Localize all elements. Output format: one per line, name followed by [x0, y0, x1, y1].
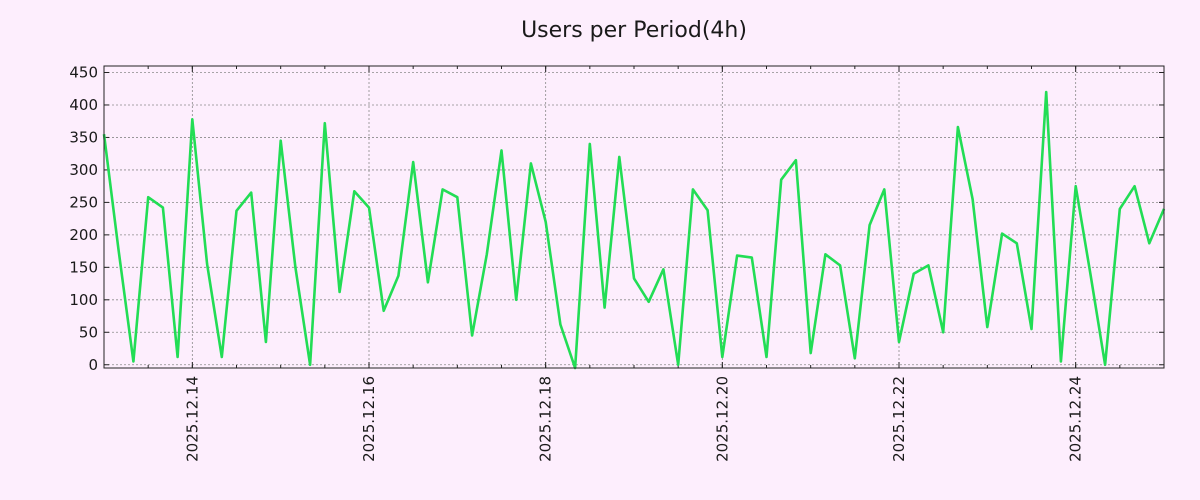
x-tick-label: 2025.12.18 [537, 376, 555, 462]
y-tick-label: 150 [69, 258, 98, 276]
y-tick-label: 200 [69, 226, 98, 244]
x-tick-label: 2025.12.24 [1067, 376, 1085, 462]
x-tick-label: 2025.12.22 [890, 376, 908, 462]
y-tick-label: 300 [69, 161, 98, 179]
y-tick-label: 350 [69, 128, 98, 146]
grid [104, 66, 1164, 368]
series-layer [102, 90, 1166, 370]
axes: 0 50 100 150 200 250 300 350 400 450 2025.12.14 202… [69, 63, 1165, 462]
series-line [102, 90, 1166, 370]
y-tick-label: 100 [69, 291, 98, 309]
x-tick-label: 2025.12.16 [360, 376, 378, 462]
y-tick-label: 250 [69, 193, 98, 211]
chart-title: Users per Period(4h) [521, 18, 747, 43]
y-tick-label: 50 [79, 323, 98, 341]
y-tick-label: 450 [69, 63, 98, 81]
plot-frame [103, 65, 1165, 369]
y-tick-label: 0 [88, 356, 98, 374]
x-tick-label: 2025.12.20 [713, 376, 731, 462]
x-tick-label: 2025.12.14 [183, 376, 201, 462]
y-tick-label: 400 [69, 96, 98, 114]
